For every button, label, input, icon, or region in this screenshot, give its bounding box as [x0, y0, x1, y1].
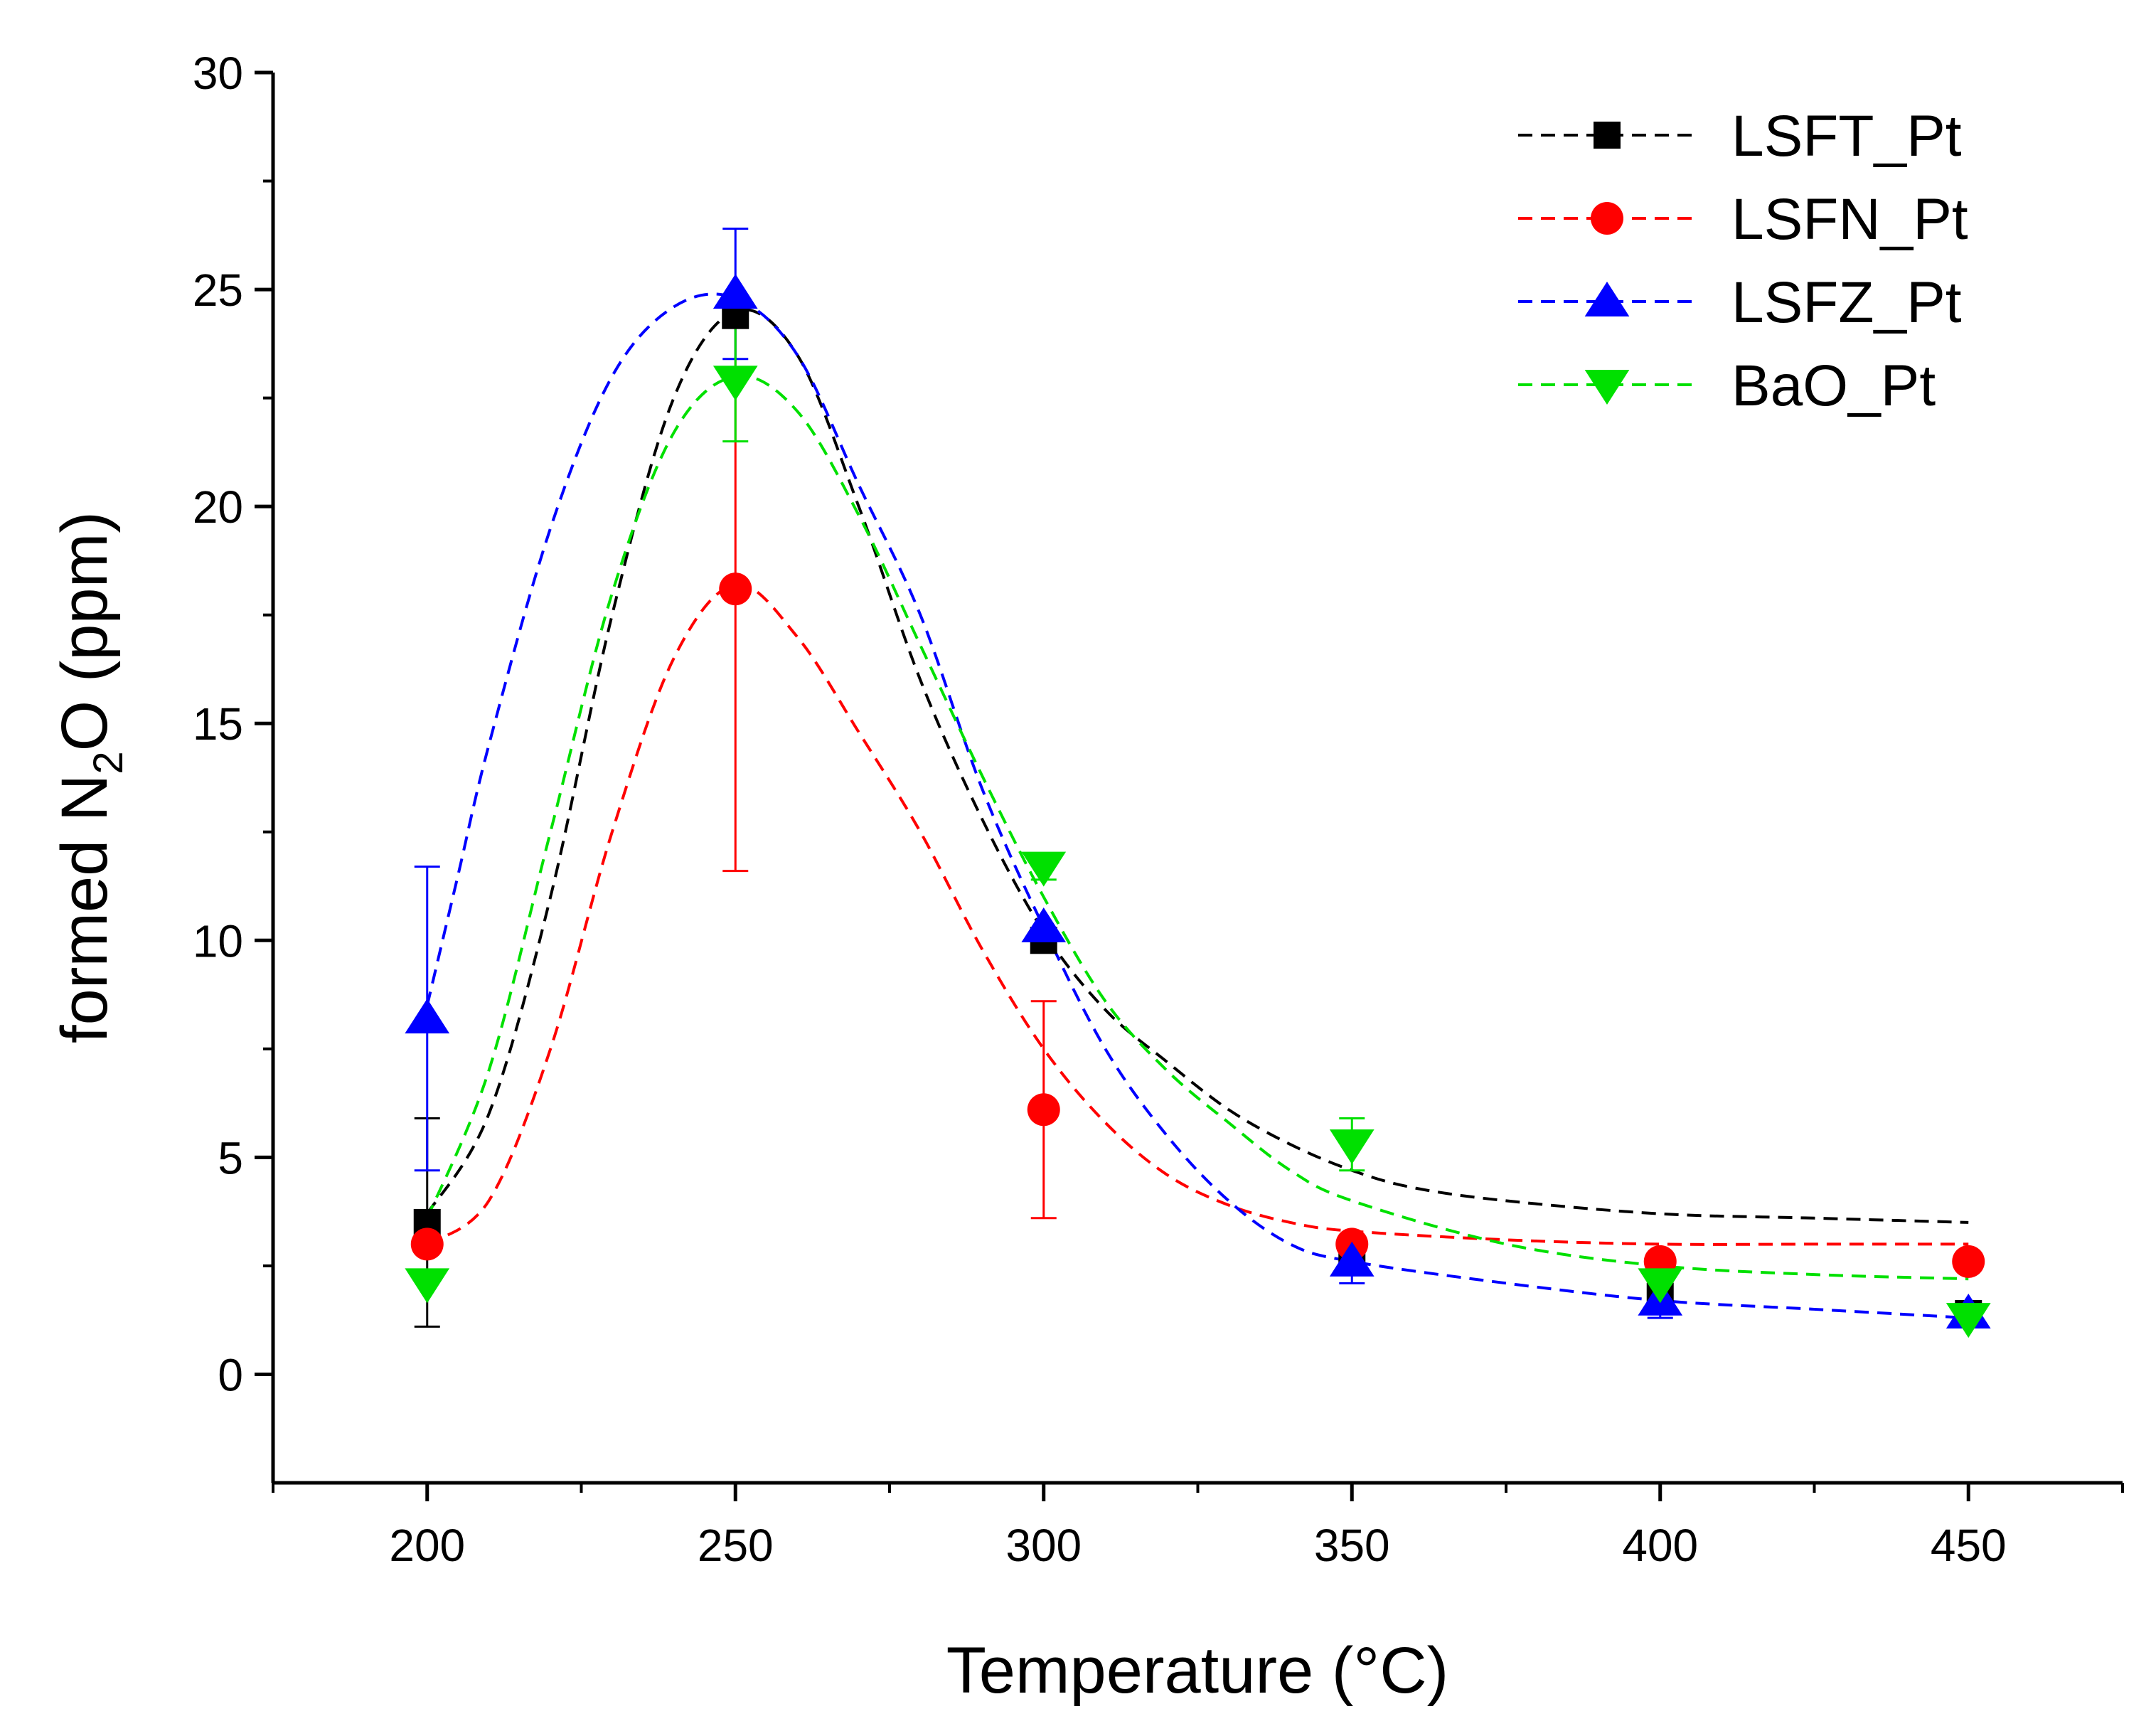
- data-point-LSFZ_Pt: [1021, 907, 1067, 943]
- data-markers: [405, 274, 1991, 1338]
- y-axis-title-part-2: O (ppm): [48, 511, 121, 751]
- fit-line-LSFN_Pt: [426, 582, 1969, 1246]
- data-point-LSFN_Pt: [719, 573, 752, 606]
- data-point-LSFZ_Pt: [712, 274, 758, 309]
- y-tick-label: 0: [218, 1349, 243, 1400]
- y-axis-title-part-1: formed N: [48, 774, 121, 1043]
- x-tick-label: 300: [1005, 1520, 1082, 1571]
- legend-marker-LSFZ_Pt: [1584, 282, 1630, 316]
- y-tick-label: 25: [193, 265, 243, 316]
- x-tick-label: 250: [698, 1520, 774, 1571]
- x-tick-label: 450: [1931, 1520, 2007, 1571]
- data-point-LSFZ_Pt: [1329, 1241, 1375, 1277]
- data-point-BaO_Pt: [712, 366, 758, 401]
- ticks: 0 5 10 15 20 25 30 200 250 300 350 400 450: [193, 48, 2124, 1571]
- legend-label-LSFN_Pt: LSFN_Pt: [1731, 187, 1968, 252]
- legend: LSFT_Pt LSFN_Pt LSFZ_Pt BaO_Pt: [1518, 104, 1968, 418]
- legend-marker-BaO_Pt: [1584, 370, 1630, 405]
- data-point-BaO_Pt: [1638, 1268, 1683, 1304]
- y-tick-label: 30: [193, 48, 243, 99]
- x-axis-title: Temperature (°C): [946, 1634, 1449, 1707]
- x-tick-label: 200: [389, 1520, 465, 1571]
- data-point-BaO_Pt: [1329, 1129, 1375, 1165]
- data-point-LSFN_Pt: [1952, 1245, 1985, 1278]
- legend-label-LSFT_Pt: LSFT_Pt: [1731, 104, 1962, 169]
- data-point-BaO_Pt: [405, 1268, 450, 1304]
- legend-marker-LSFN_Pt: [1591, 202, 1623, 235]
- y-tick-label: 15: [193, 698, 243, 750]
- y-axis-title-subscript: 2: [85, 751, 132, 774]
- y-tick-label: 10: [193, 915, 243, 966]
- fit-line-LSFT_Pt: [426, 308, 1969, 1224]
- y-tick-label: 20: [193, 481, 243, 533]
- data-point-LSFN_Pt: [410, 1228, 444, 1261]
- legend-label-BaO_Pt: BaO_Pt: [1731, 353, 1936, 418]
- x-tick-label: 350: [1314, 1520, 1390, 1571]
- y-tick-label: 5: [218, 1132, 243, 1183]
- fit-line-BaO_Pt: [425, 374, 1969, 1281]
- legend-marker-LSFT_Pt: [1594, 122, 1621, 149]
- fit-curves: [425, 292, 1969, 1320]
- x-tick-label: 400: [1622, 1520, 1698, 1571]
- fit-line-LSFZ_Pt: [425, 292, 1969, 1320]
- data-point-LSFN_Pt: [1027, 1093, 1060, 1127]
- y-axis-title: formed N2O (ppm): [48, 511, 132, 1043]
- data-point-BaO_Pt: [1021, 851, 1067, 887]
- data-point-LSFZ_Pt: [405, 999, 450, 1034]
- legend-label-LSFZ_Pt: LSFZ_Pt: [1731, 270, 1962, 335]
- data-point-BaO_Pt: [1945, 1303, 1991, 1338]
